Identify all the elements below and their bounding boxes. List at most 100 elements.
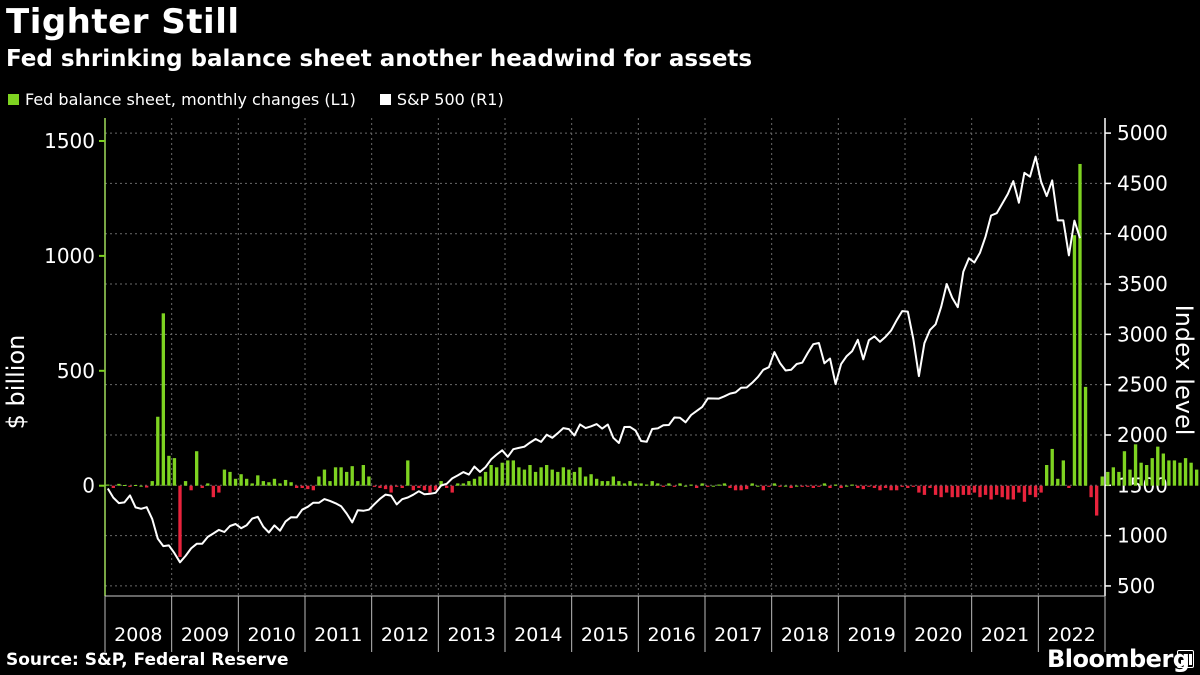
legend-swatch-fed <box>8 94 19 105</box>
fed-bar <box>839 485 843 488</box>
fed-bar <box>895 485 899 491</box>
x-tick-label: 2018 <box>781 624 829 646</box>
fed-bar <box>411 485 415 491</box>
fed-bar <box>772 483 777 486</box>
fed-bar <box>1133 444 1138 486</box>
fed-bar <box>489 465 493 486</box>
fed-bar <box>1050 448 1054 486</box>
fed-bar <box>217 485 221 493</box>
fed-bar <box>422 485 427 491</box>
fed-bar <box>345 471 349 486</box>
fed-bar <box>872 485 877 488</box>
fed-bar <box>983 485 988 495</box>
fed-bar <box>933 485 938 495</box>
fed-bar <box>678 483 682 486</box>
fed-bar <box>356 481 360 486</box>
fed-bar <box>972 485 977 493</box>
fed-bar <box>617 481 621 486</box>
fed-bar <box>228 471 232 486</box>
fed-bar <box>1100 476 1104 486</box>
fed-bar <box>672 485 677 487</box>
fed-bar <box>133 485 138 487</box>
fed-bar <box>583 476 588 486</box>
fed-bar <box>833 484 838 486</box>
fed-bar <box>1061 460 1065 486</box>
fed-bar <box>1178 462 1182 486</box>
fed-bar <box>650 481 654 486</box>
fed-bar <box>200 485 204 488</box>
fed-bar <box>1022 485 1027 502</box>
fed-bar <box>239 474 243 486</box>
fed-bar <box>956 485 960 498</box>
legend-swatch-sp500 <box>379 94 391 105</box>
fed-bar <box>400 485 404 488</box>
fed-bar <box>389 485 393 493</box>
fed-bar <box>783 485 788 487</box>
fed-bar <box>978 485 982 498</box>
fed-bar <box>378 485 382 488</box>
fed-bar <box>1117 471 1121 486</box>
legend-label-fed: Fed balance sheet, monthly changes (L1) <box>25 90 356 109</box>
right-axis-tick-label: 1500 <box>1117 473 1168 497</box>
fed-bar <box>911 485 915 487</box>
fed-bar <box>433 485 438 491</box>
legend: Fed balance sheet, monthly changes (L1) … <box>8 90 504 109</box>
fed-bar <box>1083 386 1088 486</box>
fed-bar <box>989 485 993 500</box>
fed-bar <box>1156 446 1160 486</box>
left-axis-tick-label: 1000 <box>44 244 95 268</box>
fed-bar <box>406 460 410 486</box>
fed-bar <box>283 479 288 486</box>
fed-bar <box>339 467 343 486</box>
fed-bar <box>495 467 499 486</box>
fed-bar <box>300 485 304 488</box>
fed-bar <box>506 460 510 486</box>
right-axis-label: Index level <box>1170 305 1198 436</box>
fed-bar <box>1161 453 1165 486</box>
fed-bar <box>1150 458 1154 486</box>
fed-bar <box>478 476 482 486</box>
fed-bar <box>1189 462 1193 486</box>
fed-bar <box>306 485 310 490</box>
fed-bar <box>578 467 582 486</box>
fed-bar <box>211 485 215 498</box>
x-tick-label: 2009 <box>181 624 229 646</box>
fed-bar <box>328 481 332 486</box>
fed-bar <box>222 469 227 486</box>
right-axis-tick-label: 4500 <box>1117 171 1168 195</box>
fed-bar <box>167 455 171 486</box>
fed-bar <box>695 485 699 488</box>
fed-bar <box>806 485 810 487</box>
fed-bar <box>206 483 210 486</box>
fed-bar <box>189 485 193 491</box>
fed-bar <box>995 485 999 495</box>
fed-bar <box>889 485 893 491</box>
fed-bar <box>645 484 649 486</box>
fed-bar <box>656 483 660 486</box>
right-axis-tick-label: 5000 <box>1117 121 1168 145</box>
fed-bar <box>528 465 532 486</box>
fed-bar <box>600 481 604 486</box>
x-tick-label: 2022 <box>1047 624 1095 646</box>
fed-bar <box>633 483 638 486</box>
fed-bar <box>622 483 627 486</box>
fed-bar <box>1045 465 1049 486</box>
fed-bar <box>567 469 571 486</box>
fed-bar <box>372 485 377 487</box>
right-axis-tick-label: 500 <box>1117 574 1155 598</box>
fed-bar <box>556 471 560 486</box>
fed-bar <box>1039 485 1043 493</box>
fed-bar <box>561 467 565 486</box>
fed-bar <box>867 485 871 487</box>
left-axis-tick-label: 0 <box>82 474 95 498</box>
fed-bar <box>822 483 827 486</box>
fed-bar <box>811 485 815 488</box>
fed-bar <box>117 483 121 486</box>
fed-bar <box>106 484 110 486</box>
left-axis-tick-label: 500 <box>57 359 95 383</box>
fed-bar <box>639 483 643 486</box>
fed-bar <box>750 483 754 486</box>
fed-bar <box>439 481 443 486</box>
bloomberg-terminal-icon <box>1177 650 1194 668</box>
fed-bar <box>906 485 910 488</box>
